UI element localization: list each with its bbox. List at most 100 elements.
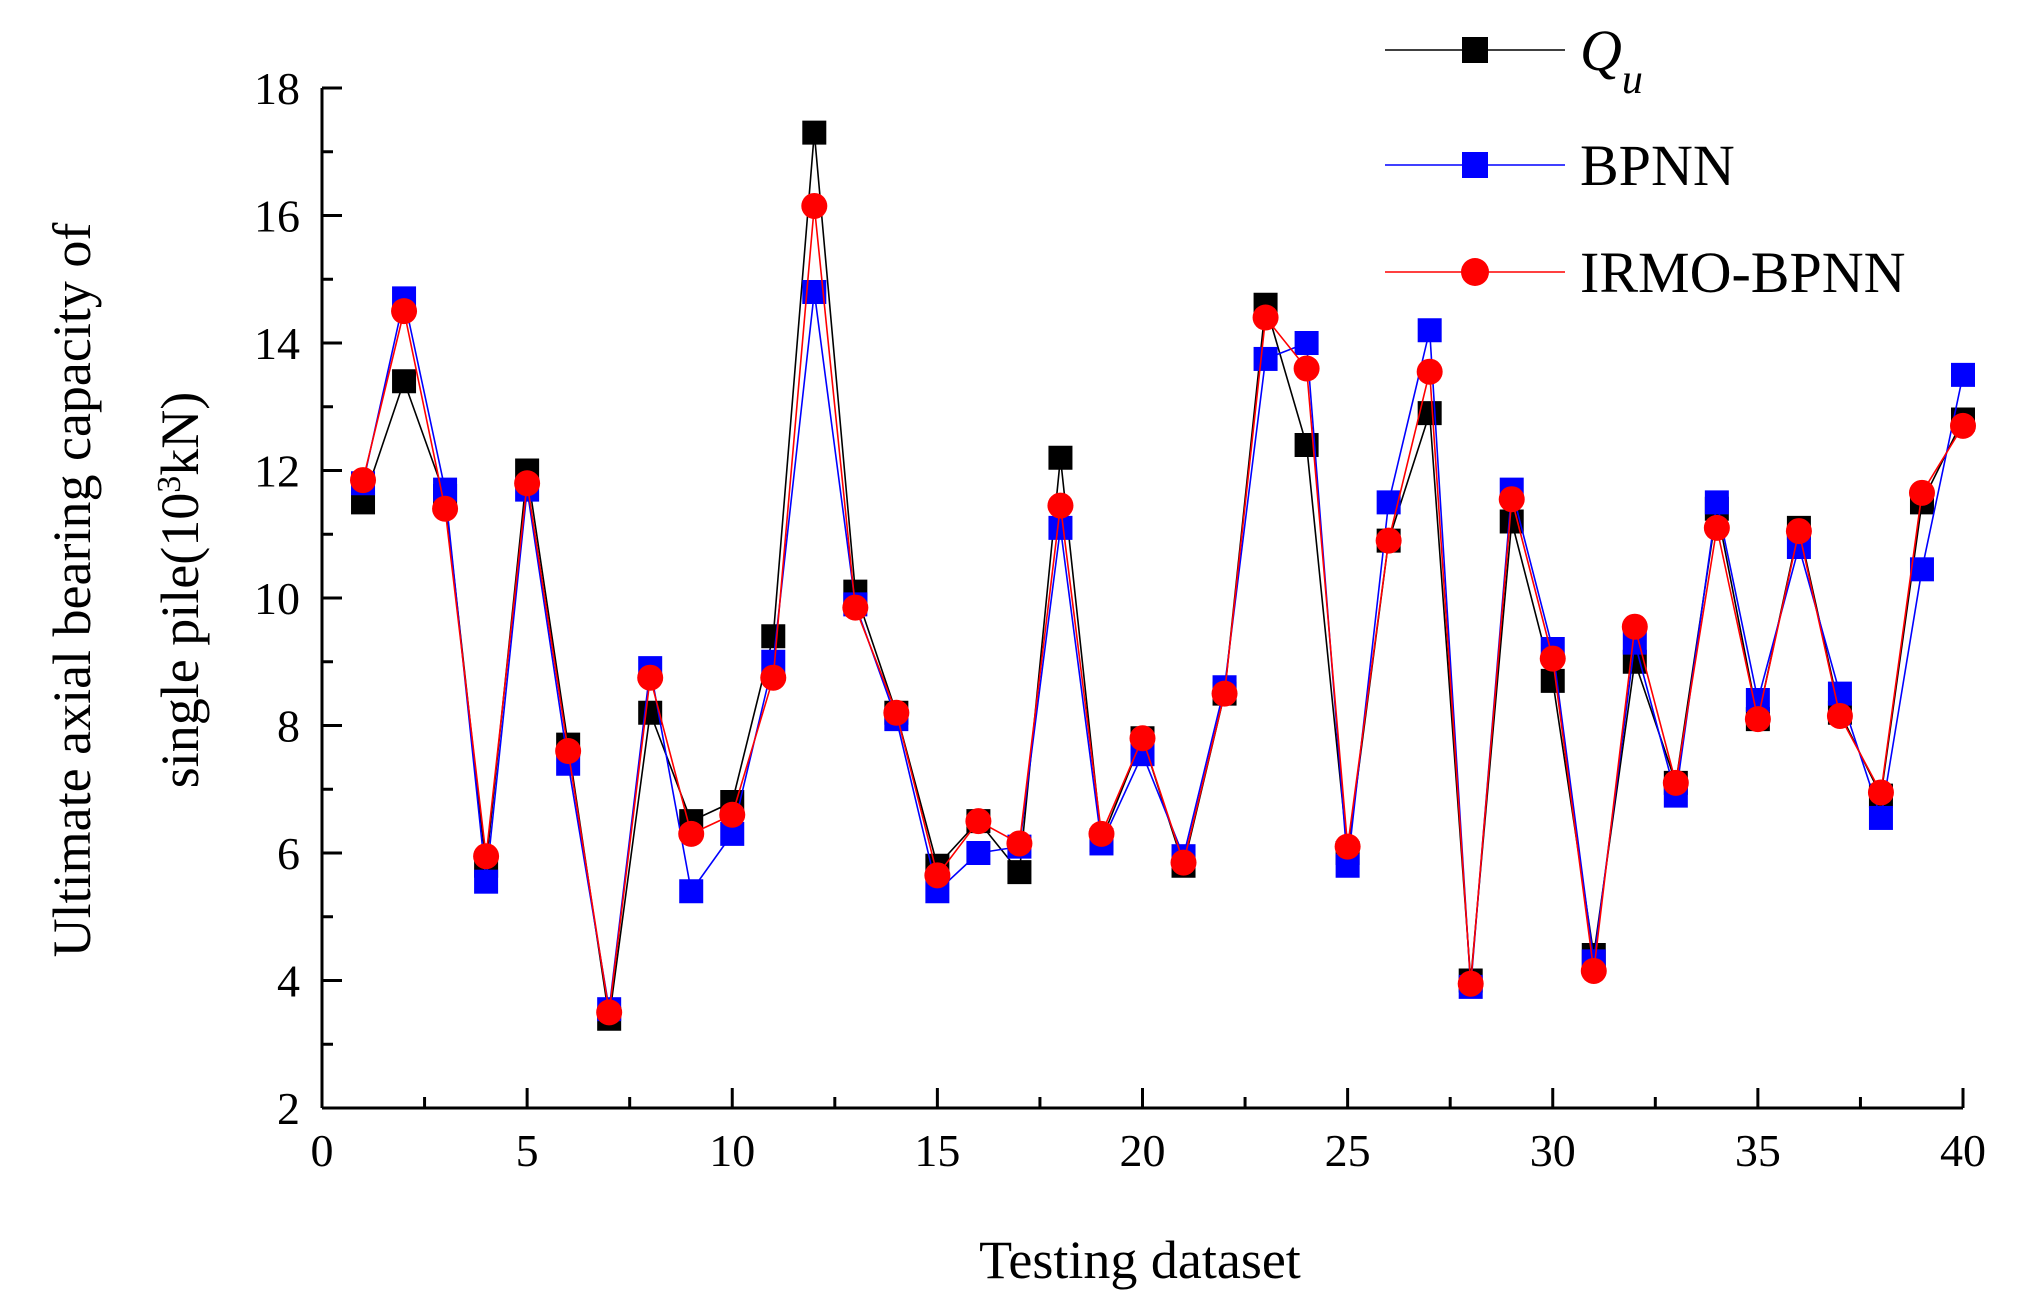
y-axis-title-suffix: kN) xyxy=(150,392,210,476)
data-point xyxy=(924,862,951,889)
y-axis-title-line1: Ultimate axial bearing capacity of xyxy=(42,223,102,958)
data-point xyxy=(1785,518,1812,545)
data-point xyxy=(1868,805,1893,830)
axes: 0 5 10 15 20 25 30 35 40 2 4 6 8 10 12 14 16 18 xyxy=(254,63,1986,1176)
data-point xyxy=(965,808,992,835)
y-axis-title-line2: single pile(103kN) xyxy=(150,392,210,788)
data-point xyxy=(678,820,705,847)
data-point xyxy=(474,869,499,894)
data-point xyxy=(1704,490,1729,515)
data-point xyxy=(473,843,500,870)
data-point xyxy=(1744,706,1771,733)
data-point xyxy=(1540,668,1565,693)
legend-marker xyxy=(1462,37,1488,63)
y-axis-title-prefix: single pile(10 xyxy=(150,493,210,788)
y-tick-label: 16 xyxy=(254,191,300,242)
data-point xyxy=(350,467,377,494)
data-point xyxy=(1662,769,1689,796)
data-point xyxy=(1007,860,1032,885)
legend-label-subscript: u xyxy=(1622,57,1643,103)
legend-label-main: Q xyxy=(1580,18,1622,83)
data-point xyxy=(842,594,869,621)
data-point xyxy=(1826,702,1853,729)
y-tick-label: 10 xyxy=(254,573,300,624)
y-tick-label: 2 xyxy=(277,1083,300,1134)
data-point xyxy=(1376,490,1401,515)
series-layer xyxy=(350,120,1976,1031)
data-point xyxy=(761,624,786,649)
data-point xyxy=(391,298,418,325)
series-bpnn xyxy=(351,280,1975,1022)
data-point xyxy=(392,369,417,394)
data-point xyxy=(1951,362,1975,387)
data-point xyxy=(596,999,623,1026)
legend-item: IRMO-BPNN xyxy=(1385,240,1906,305)
data-point xyxy=(802,120,827,145)
legend-label: Qu xyxy=(1580,18,1643,103)
y-tick-label: 4 xyxy=(277,956,300,1007)
x-axis-title: Testing dataset xyxy=(979,1230,1301,1290)
series-line xyxy=(362,291,1964,1010)
data-point xyxy=(1416,358,1443,385)
data-point xyxy=(1129,725,1156,752)
data-point xyxy=(1457,970,1484,997)
x-tick-label: 15 xyxy=(914,1125,960,1176)
data-point xyxy=(966,841,991,865)
data-point xyxy=(1580,957,1607,984)
x-tick-label: 10 xyxy=(709,1125,755,1176)
data-point xyxy=(514,470,541,497)
data-point xyxy=(1867,779,1894,806)
data-point xyxy=(1417,318,1442,343)
legend-label: BPNN xyxy=(1580,133,1735,198)
x-tick-label: 30 xyxy=(1530,1125,1576,1176)
data-point xyxy=(719,801,746,828)
legend-item: Qu xyxy=(1385,18,1643,103)
y-axis-title-superscript: 3 xyxy=(151,476,188,493)
data-point xyxy=(1539,645,1566,672)
data-point xyxy=(1703,514,1730,541)
y-tick-label: 14 xyxy=(254,318,300,369)
x-tick-label: 20 xyxy=(1120,1125,1166,1176)
data-point xyxy=(1827,681,1852,706)
data-point xyxy=(1498,486,1525,513)
data-point xyxy=(1170,849,1197,876)
x-tick-label: 35 xyxy=(1735,1125,1781,1176)
data-point xyxy=(1211,680,1238,707)
y-tick-label: 6 xyxy=(277,828,300,879)
data-point xyxy=(760,664,787,691)
x-tick-label: 25 xyxy=(1325,1125,1371,1176)
data-point xyxy=(679,879,704,904)
series-line xyxy=(362,205,1964,1013)
data-point xyxy=(1293,355,1320,382)
legend-marker xyxy=(1461,258,1489,286)
data-point xyxy=(1006,830,1033,857)
data-point xyxy=(1950,412,1976,439)
data-point xyxy=(555,738,582,764)
legend-label: IRMO-BPNN xyxy=(1580,240,1906,305)
y-tick-label: 8 xyxy=(277,701,300,752)
legend-marker xyxy=(1462,152,1488,178)
data-point xyxy=(801,192,828,219)
y-tick-label: 12 xyxy=(254,446,300,497)
y-tick-label: 18 xyxy=(254,63,300,114)
data-point xyxy=(1253,346,1278,371)
legend-item: BPNN xyxy=(1385,133,1735,198)
x-tick-label: 0 xyxy=(311,1125,334,1176)
x-tick-label: 5 xyxy=(516,1125,539,1176)
data-point xyxy=(1294,331,1319,355)
data-point xyxy=(1908,479,1935,506)
data-point xyxy=(883,699,910,726)
x-tick-label: 40 xyxy=(1940,1125,1986,1176)
legend: Qu BPNN IRMO-BPNN xyxy=(1385,18,1906,305)
data-point xyxy=(1047,492,1074,519)
data-point xyxy=(1048,515,1073,540)
data-point xyxy=(1088,820,1115,847)
data-point xyxy=(1048,445,1073,470)
data-point xyxy=(1375,527,1402,554)
data-point xyxy=(637,664,664,691)
series-irmo-bpnn xyxy=(350,192,1976,1026)
data-point xyxy=(1252,304,1279,331)
data-point xyxy=(1621,613,1648,640)
data-point xyxy=(1909,557,1934,582)
